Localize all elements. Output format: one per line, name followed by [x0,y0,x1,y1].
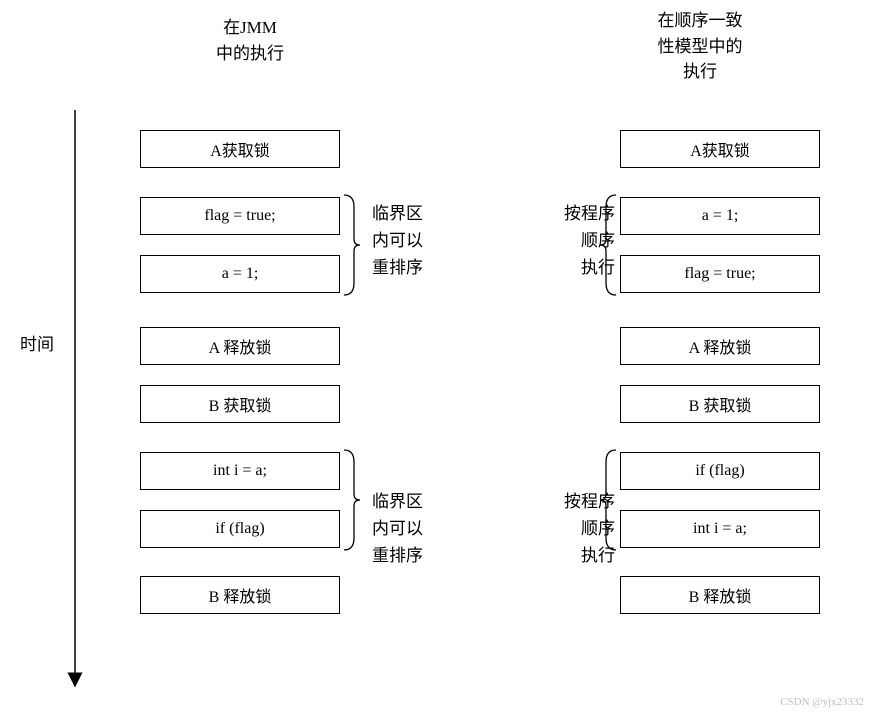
right-box-6: int i = a; [620,510,820,548]
left-box-5: int i = a; [140,452,340,490]
left-box-7: B 释放锁 [140,576,340,614]
note-right_group2: 按程序顺序执行 [535,488,615,570]
left-box-6: if (flag) [140,510,340,548]
right-box-4: B 获取锁 [620,385,820,423]
note-left_group2: 临界区内可以重排序 [372,488,452,570]
diagram-root: 在JMM中的执行 在顺序一致性模型中的执行时间 A获取锁 flag = true; a … [0,0,872,714]
watermark: CSDN @yjx23332 [780,696,864,708]
right-box-0: A获取锁 [620,130,820,168]
right-box-7: B 释放锁 [620,576,820,614]
header-left: 在JMM中的执行 [180,15,320,66]
left-box-0: A获取锁 [140,130,340,168]
left-box-4: B 获取锁 [140,385,340,423]
right-box-3: A 释放锁 [620,327,820,365]
right-box-1: a = 1; [620,197,820,235]
note-left_group1: 临界区内可以重排序 [372,200,452,282]
right-box-2: flag = true; [620,255,820,293]
left-box-3: A 释放锁 [140,327,340,365]
left-box-2: a = 1; [140,255,340,293]
header-right: 在顺序一致性模型中的执行 [620,8,780,85]
left-box-1: flag = true; [140,197,340,235]
note-right_group1: 按程序顺序执行 [535,200,615,282]
time-label: 时间 [20,330,54,355]
right-box-5: if (flag) [620,452,820,490]
